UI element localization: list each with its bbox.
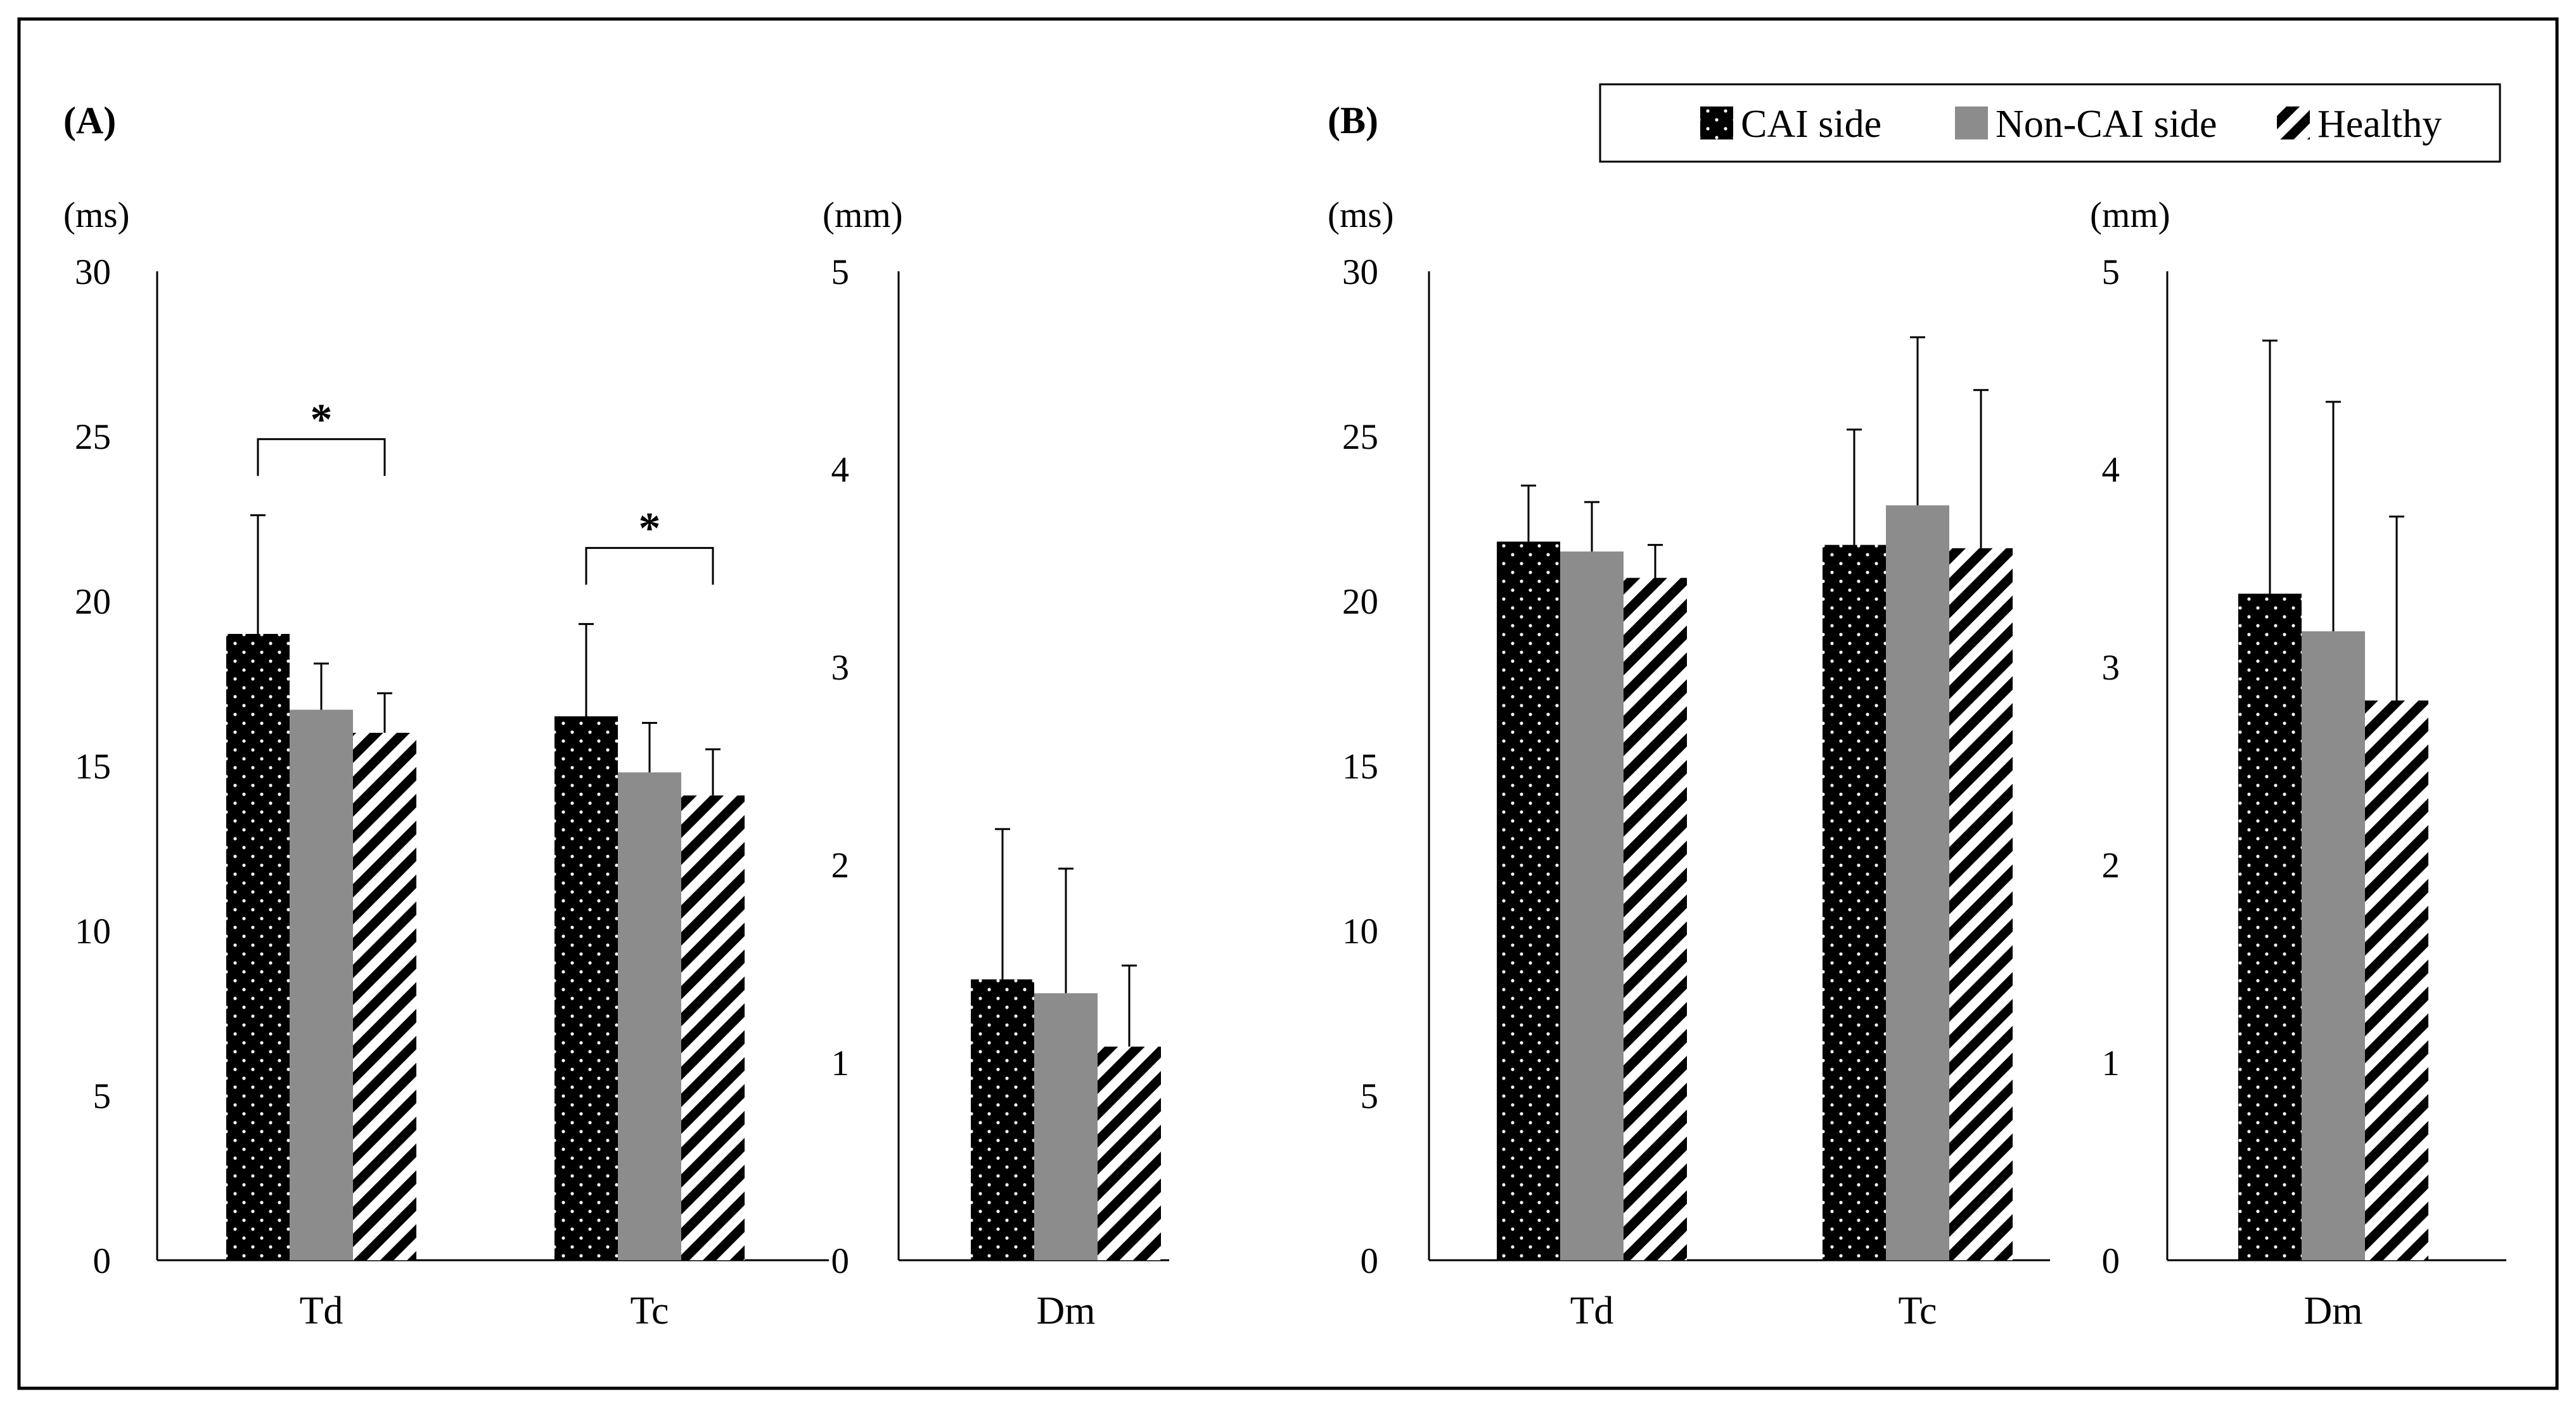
y-tick-label: 4: [831, 450, 850, 490]
significance-bracket-tc: [585, 546, 714, 585]
y-tick-label: 0: [2102, 1241, 2120, 1281]
panel-label-a: (A): [63, 100, 116, 141]
unit-label-a-mm: (mm): [823, 195, 903, 235]
bar-td-cai: [1497, 541, 1560, 1260]
x-tick-label-td: Td: [300, 1289, 343, 1332]
x-tick-label-tc: Tc: [630, 1289, 669, 1332]
legend-swatch-cai: [1700, 106, 1733, 139]
legend-label-healthy: Healthy: [2317, 103, 2442, 146]
chart-3: 0 5 10 15 20 25 30 Td Tc: [1342, 252, 2050, 1332]
y-tick-label: 2: [831, 846, 850, 886]
bar-tc-noncai: [1886, 505, 1949, 1261]
y-tick-label: 30: [75, 252, 111, 292]
y-tick-label: 5: [831, 252, 850, 292]
legend-box: [1599, 83, 2501, 163]
legend-swatch-healthy: [2277, 106, 2310, 139]
legend-label-noncai: Non-CAI side: [1996, 103, 2217, 146]
y-tick-label: 5: [2102, 252, 2120, 292]
y-tick-label: 1: [831, 1043, 850, 1083]
bar-dm-noncai: [1034, 993, 1098, 1260]
y-tick-label: 5: [93, 1076, 112, 1116]
chart-4: 0 1 2 3 4 5 Dm: [2102, 252, 2506, 1332]
y-tick-label: 0: [831, 1241, 850, 1281]
bar-td-healthy: [353, 733, 416, 1260]
y-tick-label: 5: [1361, 1076, 1379, 1116]
y-tick-label: 0: [1361, 1241, 1379, 1281]
bar-tc-healthy: [681, 795, 745, 1260]
chart-2: 0 1 2 3 4 5 Dm: [831, 252, 1169, 1332]
bar-td-cai: [226, 634, 290, 1260]
y-tick-label: 4: [2102, 450, 2120, 490]
significance-bracket-td: [257, 438, 386, 476]
legend-swatch-noncai: [1955, 106, 1988, 139]
y-tick-label: 10: [75, 912, 111, 952]
y-tick-label: 0: [93, 1241, 112, 1281]
bar-dm-cai: [971, 979, 1034, 1260]
x-tick-label-dm: Dm: [1037, 1289, 1096, 1332]
bar-dm-healthy: [2365, 700, 2428, 1260]
bar-tc-noncai: [618, 772, 681, 1260]
y-tick-label: 15: [1342, 747, 1378, 787]
y-tick-label: 25: [1342, 417, 1378, 457]
bar-td-noncai: [290, 709, 353, 1260]
legend: CAI side Non-CAI side Healthy: [1599, 83, 2501, 163]
panel-label-b: (B): [1328, 100, 1378, 141]
y-tick-label: 2: [2102, 846, 2120, 886]
bar-tc-cai: [1823, 545, 1886, 1260]
y-tick-label: 20: [1342, 582, 1378, 622]
y-tick-label: 20: [75, 582, 111, 622]
chart-1: 0 5 10 15 20 25 30 Td Tc * *: [75, 252, 829, 1332]
bar-dm-healthy: [1098, 1047, 1161, 1260]
unit-label-b-mm: (mm): [2090, 195, 2170, 235]
x-tick-label-td: Td: [1570, 1289, 1614, 1332]
y-tick-label: 1: [2102, 1043, 2120, 1083]
x-tick-label-dm: Dm: [2304, 1289, 2363, 1332]
x-tick-label-tc: Tc: [1898, 1289, 1937, 1332]
y-tick-label: 25: [75, 417, 111, 457]
unit-label-b-ms: (ms): [1328, 195, 1394, 235]
figure-border: [17, 17, 2559, 1390]
bar-td-healthy: [1624, 577, 1687, 1260]
y-tick-label: 3: [2102, 648, 2120, 688]
unit-label-a-ms: (ms): [63, 195, 129, 235]
legend-label-cai: CAI side: [1741, 103, 1881, 146]
y-tick-label: 30: [1342, 252, 1378, 292]
y-tick-label: 15: [75, 747, 111, 787]
significance-marker-tc: *: [639, 504, 661, 553]
significance-marker-td: *: [311, 396, 333, 444]
bar-dm-noncai: [2302, 631, 2365, 1260]
bar-td-noncai: [1560, 552, 1624, 1260]
y-tick-label: 10: [1342, 912, 1378, 952]
bar-tc-cai: [554, 716, 618, 1260]
bar-dm-cai: [2238, 593, 2302, 1260]
y-tick-label: 3: [831, 648, 850, 688]
bar-tc-healthy: [1949, 548, 2013, 1260]
